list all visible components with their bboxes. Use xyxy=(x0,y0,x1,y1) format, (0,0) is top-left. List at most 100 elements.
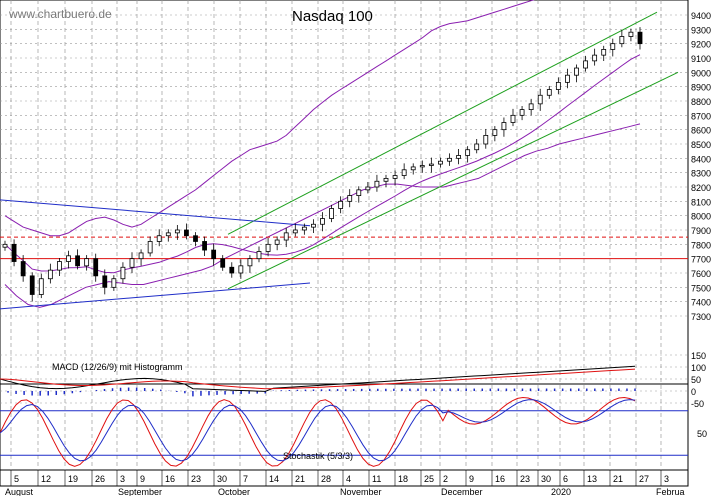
price-tick-label: 8200 xyxy=(691,183,711,193)
candle-body xyxy=(120,266,126,280)
candle-body xyxy=(574,67,579,76)
macd-tick-label: 0 xyxy=(691,387,696,397)
price-tick-label: 7900 xyxy=(691,226,711,236)
candle-body xyxy=(537,94,543,105)
candle-body xyxy=(483,134,489,145)
candle-body xyxy=(165,232,171,237)
macd-label: MACD (12/26/9) mit Histogramm xyxy=(52,362,183,372)
price-tick-label: 8400 xyxy=(691,154,711,164)
day-tick-label: 9 xyxy=(140,474,145,484)
price-axis: 9400 9300 9200 9100 9000 8900 8800 8700 8600 8500… xyxy=(691,11,711,439)
price-tick-label: 9200 xyxy=(691,40,711,50)
month-label: December xyxy=(441,487,483,496)
candle-body xyxy=(510,114,516,123)
candle-body xyxy=(247,258,253,267)
candle-body xyxy=(519,109,525,116)
candle-body xyxy=(147,241,153,254)
day-tick-label: 16 xyxy=(495,474,505,484)
day-tick-label: 14 xyxy=(269,474,279,484)
day-tick-label: 26 xyxy=(95,474,105,484)
candle-body xyxy=(220,258,226,268)
candle-body xyxy=(193,235,198,242)
month-label: Februa xyxy=(656,487,685,496)
day-tick-label: 23 xyxy=(191,474,201,484)
month-label: August xyxy=(5,487,34,496)
candle-body xyxy=(256,251,262,260)
candle-body xyxy=(174,229,180,234)
candle-body xyxy=(356,189,362,197)
candle-body xyxy=(301,226,307,231)
resistance-line xyxy=(0,199,311,227)
day-tick-label: 11 xyxy=(372,474,381,484)
macd-signal-line xyxy=(0,368,636,390)
candle-body xyxy=(401,169,407,176)
macd-tick-label: 150 xyxy=(691,351,706,361)
support-line xyxy=(0,282,311,310)
candle-body xyxy=(138,252,144,260)
macd-panel xyxy=(0,365,636,397)
month-label: 2020 xyxy=(551,487,571,496)
candle-body xyxy=(447,157,452,162)
candle-body xyxy=(428,163,434,166)
price-tick-label: 7500 xyxy=(691,283,711,293)
candle-body xyxy=(66,255,71,262)
candle-body xyxy=(565,74,570,83)
day-tick-label: 16 xyxy=(165,474,175,484)
stoch-d-line xyxy=(0,399,636,462)
candle-body xyxy=(610,43,616,50)
candle-body xyxy=(283,232,289,241)
candle-body xyxy=(38,278,44,295)
chart-frame xyxy=(0,0,689,487)
price-tick-label: 8500 xyxy=(691,140,711,150)
candle-body xyxy=(465,149,471,156)
macd-tick-label: 50 xyxy=(691,375,701,385)
day-tick-label: 2 xyxy=(443,474,448,484)
candle-body xyxy=(29,275,35,295)
channel-lower-line xyxy=(227,71,679,290)
candle-body xyxy=(238,265,244,274)
candle-body xyxy=(320,218,325,225)
day-tick-label: 13 xyxy=(587,474,597,484)
price-tick-label: 9400 xyxy=(691,11,711,21)
candle-body xyxy=(583,60,588,69)
candle-body xyxy=(374,180,380,188)
candle-body xyxy=(419,165,425,168)
candle-body xyxy=(383,177,389,182)
candles xyxy=(2,27,643,302)
candle-body xyxy=(202,241,207,251)
day-tick-label: 27 xyxy=(639,474,649,484)
price-tick-label: 9100 xyxy=(691,54,711,64)
month-label: October xyxy=(218,487,250,496)
price-tick-label: 7800 xyxy=(691,240,711,250)
day-tick-label: 28 xyxy=(321,474,331,484)
candle-body xyxy=(111,278,117,288)
day-tick-label: 23 xyxy=(520,474,530,484)
chart-title: Nasdaq 100 xyxy=(292,8,373,25)
candle-body xyxy=(2,243,8,248)
trend-channels xyxy=(0,11,679,310)
candle-body xyxy=(11,243,17,262)
day-tick-label: 3 xyxy=(664,474,669,484)
price-tick-label: 8800 xyxy=(691,97,711,107)
candle-body xyxy=(84,258,90,267)
channel-upper-line xyxy=(227,11,658,235)
candle-body xyxy=(546,89,552,96)
candle-body xyxy=(274,239,280,245)
day-tick-label: 21 xyxy=(613,474,623,484)
candle-body xyxy=(392,175,398,179)
candle-body xyxy=(184,229,189,237)
candle-body xyxy=(410,166,416,171)
macd-tick-label: 100 xyxy=(691,363,706,373)
candle-body xyxy=(474,143,480,151)
stochastic-panel xyxy=(0,396,688,467)
day-tick-label: 25 xyxy=(424,474,434,484)
bollinger-bands xyxy=(4,0,641,308)
stoch-tick-label: 50 xyxy=(697,429,707,439)
candle-body xyxy=(438,160,443,165)
candle-body xyxy=(592,54,598,62)
time-axis: 5 12 19 26 3 9 16 23 30 7 14 21 28 4 11 18 25 2 9 16 23 30 6 13… xyxy=(5,470,685,496)
source-label: www.chartbuero.de xyxy=(8,7,112,21)
candle-body xyxy=(156,235,162,242)
candle-body xyxy=(329,208,334,219)
candle-body xyxy=(456,155,461,159)
